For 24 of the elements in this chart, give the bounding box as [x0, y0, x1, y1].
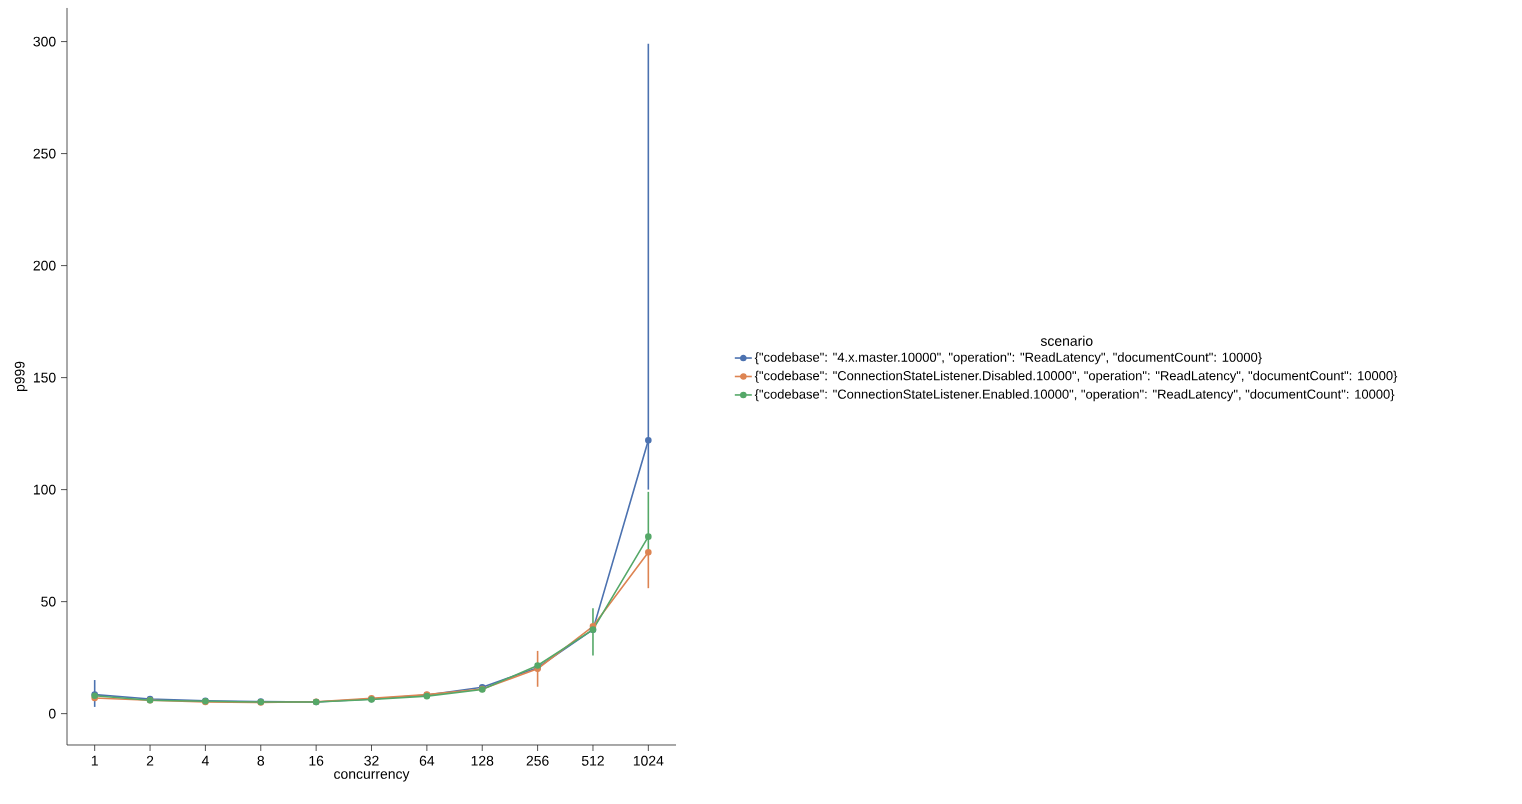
legend-label: {"codebase": "ConnectionStateListener.Enabled.10000", "operation": "ReadLatency", "documentCount": 10000}	[754, 389, 1395, 402]
x-tick-label: 32	[364, 755, 379, 766]
y-tick-label: 200	[33, 260, 56, 271]
x-tick-label: 4	[201, 755, 209, 766]
legend-title: scenario	[1040, 335, 1093, 346]
x-tick-label: 512	[581, 755, 604, 766]
x-tick-label: 128	[471, 755, 494, 766]
y-tick-label: 150	[33, 372, 56, 383]
x-tick-label: 1024	[633, 755, 664, 766]
x-tick-label: 2	[146, 755, 154, 766]
y-tick-label: 250	[33, 148, 56, 159]
y-tick-label: 100	[33, 484, 56, 495]
x-tick-label: 256	[526, 755, 549, 766]
y-axis-title: p999	[14, 361, 28, 392]
x-tick-label: 1	[91, 755, 98, 766]
y-tick-label: 0	[48, 708, 56, 719]
legend-label: {"codebase": "4.x.master.10000", "operation": "ReadLatency", "documentCount": 10000}	[754, 352, 1262, 365]
x-tick-label: 16	[309, 755, 324, 766]
x-tick-label: 8	[257, 755, 265, 766]
y-tick-label: 50	[41, 596, 56, 607]
legend-label: {"codebase": "ConnectionStateListener.Disabled.10000", "operation": "ReadLatency", "documentCount": 10000}	[754, 370, 1398, 383]
y-tick-label: 300	[33, 36, 56, 47]
x-tick-label: 64	[419, 755, 435, 766]
x-axis-title: concurrency	[334, 771, 410, 782]
